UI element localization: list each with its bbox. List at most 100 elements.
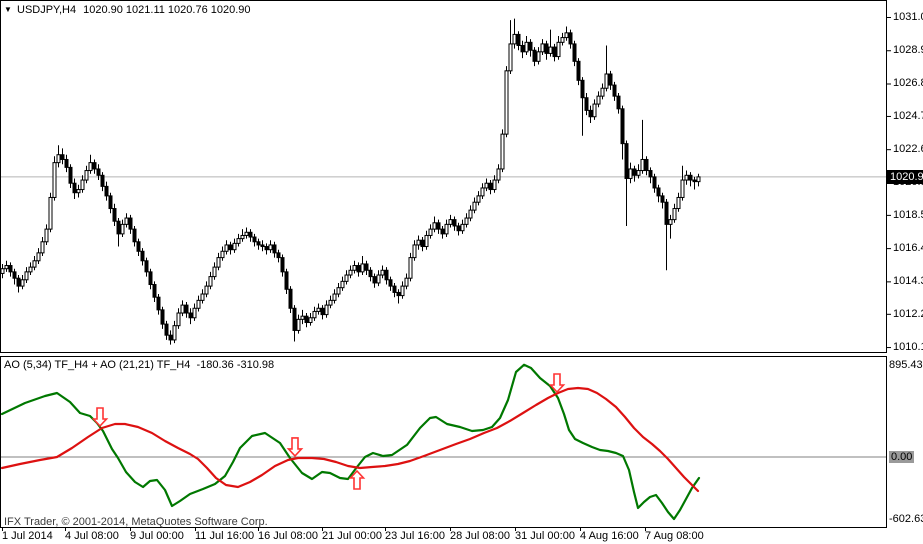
indicator-axis-label: 0.00	[889, 451, 915, 463]
candle-body	[84, 170, 89, 181]
candle-body	[24, 271, 29, 281]
candle-body	[40, 241, 45, 254]
candle-body	[432, 222, 437, 230]
candle-body	[36, 252, 41, 262]
candle-body	[520, 44, 525, 53]
candle-body	[384, 269, 389, 281]
candle-body	[576, 60, 581, 81]
candle-body	[684, 174, 689, 181]
candle-body	[224, 244, 229, 252]
candle-body	[456, 225, 461, 232]
candle-body	[408, 257, 413, 279]
candle-body	[696, 176, 701, 183]
candle-body	[20, 279, 25, 287]
candle-body	[448, 219, 453, 225]
candle-body	[168, 334, 173, 341]
candle-body	[376, 274, 381, 284]
sell-signal-arrow-icon	[91, 407, 109, 428]
candle-body	[356, 265, 361, 273]
candle-body	[668, 219, 673, 225]
time-axis-label: 31 Jul 00:00	[515, 530, 575, 542]
candle-body	[104, 185, 109, 197]
candle-body	[548, 46, 553, 54]
candle-body	[264, 246, 269, 251]
candle-body	[444, 223, 449, 235]
candle-body	[240, 234, 245, 240]
buy-signal-arrow-icon	[348, 469, 366, 490]
candle-body	[480, 187, 485, 197]
symbol-period-label: USDJPY,H4	[17, 4, 77, 16]
price-axis-label: 1016.40	[893, 242, 923, 255]
candle-body	[664, 201, 669, 225]
candle-body	[268, 244, 273, 251]
candle-body	[656, 187, 661, 197]
candle-body	[336, 287, 341, 295]
candle-body	[252, 236, 257, 243]
candle-body	[180, 304, 185, 314]
candle-body	[524, 41, 529, 53]
candle-body	[164, 323, 169, 336]
candle-body	[488, 182, 493, 191]
candle-body	[580, 79, 585, 99]
candle-body	[416, 239, 421, 246]
candle-body	[360, 263, 365, 273]
chart-title: USDJPY,H4 1020.90 1021.11 1020.76 1020.90	[17, 4, 251, 16]
candle-body	[508, 43, 513, 72]
candle-body	[380, 269, 385, 276]
candle-body	[156, 296, 161, 311]
time-axis-label: 1 Jul 2014	[2, 530, 53, 542]
candle-body	[48, 196, 53, 230]
candle-body	[272, 244, 277, 254]
candle-body	[188, 312, 193, 319]
candle-body	[204, 285, 209, 295]
candle-body	[652, 176, 657, 189]
candle-body	[56, 154, 61, 164]
candle-body	[296, 318, 301, 331]
candle-body	[392, 285, 397, 293]
candle-body	[32, 260, 37, 268]
candle-body	[496, 168, 501, 181]
candle-body	[636, 170, 641, 176]
candle-body	[8, 265, 13, 273]
price-axis-label: 1022.65	[893, 143, 923, 156]
candle-body	[128, 217, 133, 230]
candle-body	[80, 179, 85, 191]
price-axis-label: 1012.25	[893, 307, 923, 320]
candle-body	[512, 33, 517, 45]
candle-body	[112, 208, 117, 222]
candle-body	[460, 223, 465, 232]
candle-body	[124, 217, 129, 225]
candle-body	[96, 168, 101, 176]
candle-body	[244, 231, 249, 236]
candle-body	[140, 250, 145, 262]
candle-body	[320, 307, 325, 316]
candle-body	[276, 252, 281, 259]
candle-body	[500, 133, 505, 170]
candle-body	[640, 158, 645, 172]
candle-body	[260, 244, 265, 248]
candle-body	[52, 162, 57, 198]
candle-body	[400, 285, 405, 297]
candle-body	[248, 231, 253, 238]
candle-body	[72, 182, 77, 194]
candle-body	[88, 162, 93, 172]
candle-body	[424, 234, 429, 248]
candle-body	[328, 299, 333, 306]
price-axis-label: 1014.30	[893, 275, 923, 288]
candle-body	[308, 317, 313, 324]
candle-body	[420, 239, 425, 248]
candle-body	[476, 195, 481, 203]
candle-body	[492, 179, 497, 191]
time-axis-label: 11 Jul 16:00	[195, 530, 255, 542]
candle-body	[236, 238, 241, 244]
indicator-label: AO (5,34) TF_H4 + AO (21,21) TF_H4 -180.…	[4, 359, 275, 371]
indicator-pane-border	[0, 356, 887, 528]
candle-body	[100, 174, 105, 187]
candle-body	[596, 95, 601, 105]
candle-body	[624, 143, 629, 179]
candle-body	[532, 49, 537, 62]
candle-body	[452, 219, 457, 227]
chart-menu-dropdown-icon[interactable]: ▼	[4, 5, 12, 14]
